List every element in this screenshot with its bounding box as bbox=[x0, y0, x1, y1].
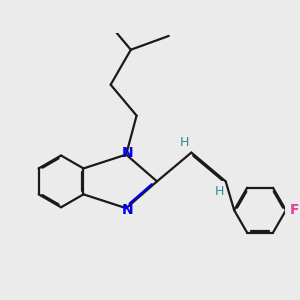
Text: H: H bbox=[180, 136, 189, 149]
Text: N: N bbox=[122, 146, 134, 160]
Text: H: H bbox=[214, 185, 224, 198]
Text: F: F bbox=[289, 203, 299, 217]
Text: N: N bbox=[122, 203, 134, 217]
